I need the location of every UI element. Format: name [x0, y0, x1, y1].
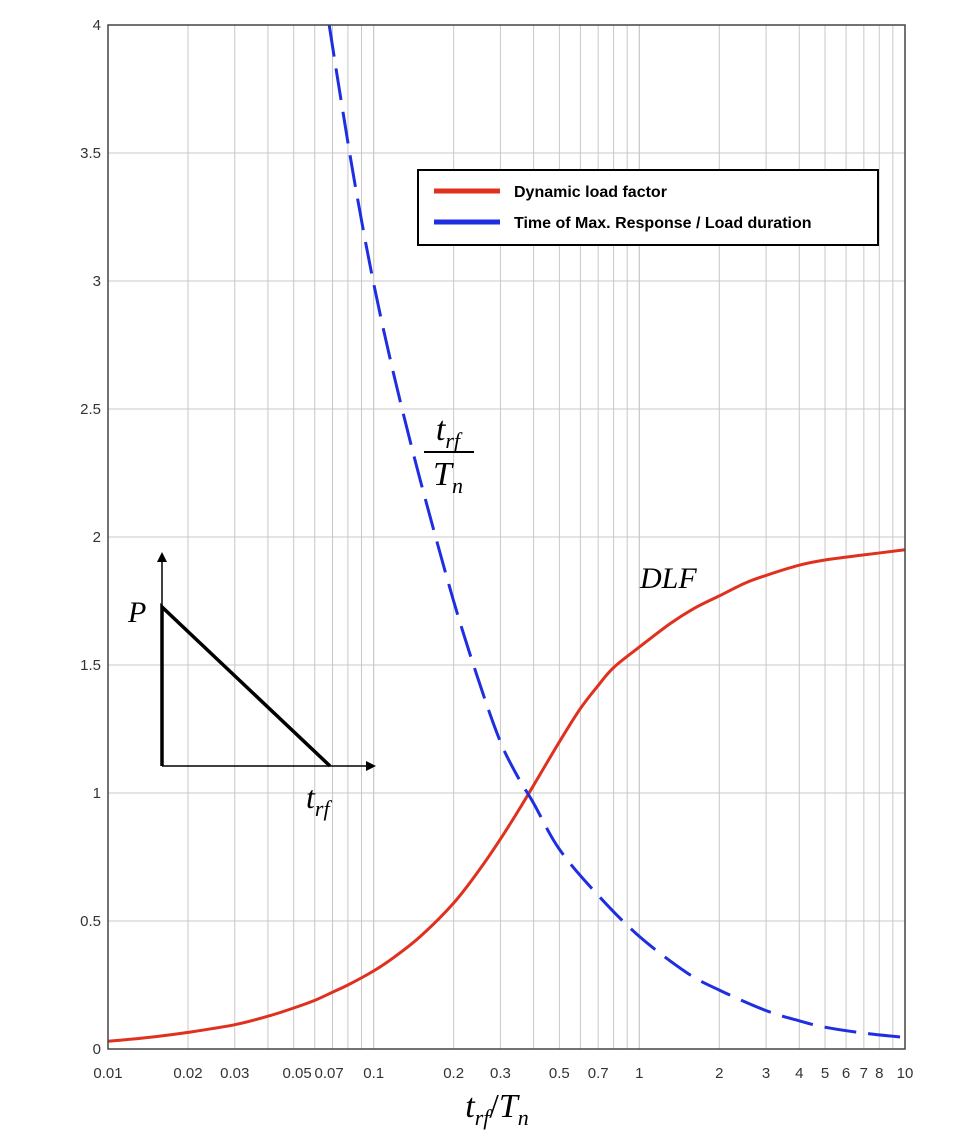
annotation-dlf: DLF	[639, 562, 697, 595]
x-tick-label: 0.01	[93, 1065, 122, 1082]
x-tick-label: 0.1	[363, 1065, 384, 1082]
legend-label-dlf: Dynamic load factor	[514, 184, 667, 201]
inset-triangle-pulse	[160, 602, 332, 768]
x-tick-label: 0.03	[220, 1065, 249, 1082]
y-tick-label: 4	[93, 17, 101, 34]
x-tick-label: 6	[842, 1065, 850, 1082]
inset-x-arrow	[366, 761, 376, 771]
inset-y-arrow	[157, 552, 167, 562]
x-tick-label: 4	[795, 1065, 803, 1082]
series-line-dlf	[107, 548, 906, 1043]
x-tick-label: 0.05	[282, 1065, 311, 1082]
x-tick-label: 3	[762, 1065, 770, 1082]
legend-box	[417, 169, 879, 246]
inset-load-label: P	[127, 596, 146, 629]
x-tick-label: 0.02	[173, 1065, 202, 1082]
x-tick-label: 5	[821, 1065, 829, 1082]
x-tick-label: 0.7	[588, 1065, 609, 1082]
series-layer	[107, 24, 906, 1043]
x-tick-label: 0.5	[549, 1065, 570, 1082]
x-tick-label: 2	[715, 1065, 723, 1082]
y-tick-label: 0.5	[80, 913, 101, 930]
x-tick-label: 1	[635, 1065, 643, 1082]
y-tick-labels: 0 0.5 1 1.5 2 2.5 3 3.5 4	[80, 17, 101, 1058]
x-tick-label: 0.3	[490, 1065, 511, 1082]
y-tick-label: 2.5	[80, 401, 101, 418]
x-tick-labels: 0.01 0.02 0.03 0.05 0.07 0.1 0.2 0.3 0.5 0.7 1 2 3 4 5…	[93, 1065, 913, 1082]
y-tick-label: 2	[93, 529, 101, 546]
y-tick-label: 3	[93, 273, 101, 290]
legend-label-time-ratio: Time of Max. Response / Load duration	[514, 215, 812, 232]
y-tick-label: 1.5	[80, 657, 101, 674]
x-tick-label: 7	[860, 1065, 868, 1082]
plot-frame	[107, 24, 906, 1050]
y-tick-label: 0	[93, 1041, 101, 1058]
x-tick-label: 0.2	[443, 1065, 464, 1082]
y-tick-label: 1	[93, 785, 101, 802]
legend: Dynamic load factor Time of Max. Respons…	[417, 169, 879, 246]
y-tick-label: 3.5	[80, 145, 101, 162]
x-tick-label: 8	[875, 1065, 883, 1082]
x-tick-label: 0.07	[315, 1065, 344, 1082]
x-tick-label: 10	[897, 1065, 914, 1082]
